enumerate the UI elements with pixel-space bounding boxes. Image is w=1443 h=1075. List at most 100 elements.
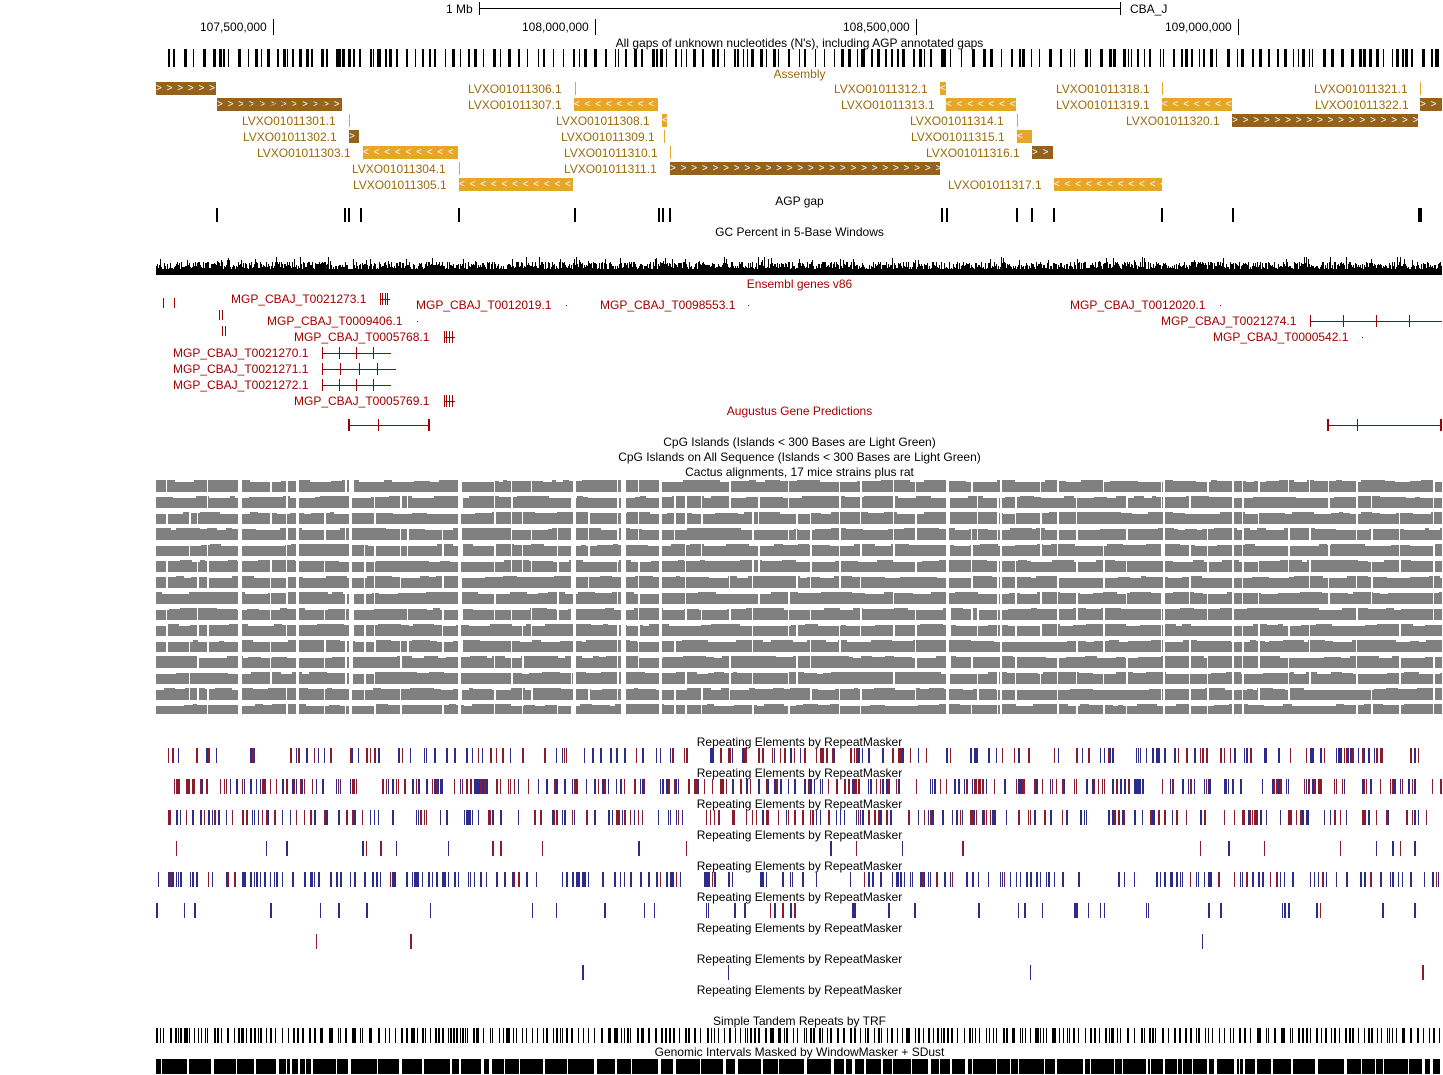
cactus-block (1053, 642, 1067, 652)
cactus-gap (729, 576, 730, 588)
gene-label[interactable]: MGP_CBAJ_T0021273.1 (231, 292, 367, 306)
contig-block[interactable]: < < < < < < < < < < < < < < (459, 178, 573, 191)
contig-label[interactable]: LVXO01011300.1 (242, 98, 336, 112)
contig-label[interactable]: LVXO01011308.1 (556, 114, 650, 128)
track-title-repeatmasker[interactable]: Repeating Elements by RepeatMasker (696, 797, 903, 811)
contig-label[interactable]: LVXO01011315.1 (911, 130, 1005, 144)
track-title-cpg-all[interactable]: CpG Islands on All Sequence (Islands < 3… (618, 450, 981, 464)
contig-label[interactable]: LVXO01011309.1 (561, 130, 655, 144)
cactus-block (729, 481, 749, 492)
gene-label[interactable]: MGP_CBAJ_T0098553.1 (600, 298, 736, 312)
track-title-repeatmasker[interactable]: Repeating Elements by RepeatMasker (696, 766, 903, 780)
track-title-gap[interactable]: All gaps of unknown nucleotides (N's), i… (615, 36, 984, 50)
contig-label[interactable]: LVXO01011322.1 (1315, 98, 1409, 112)
contig-label[interactable]: LVXO01011305.1 (353, 178, 447, 192)
track-title-trf[interactable]: Simple Tandem Repeats by TRF (713, 1014, 886, 1028)
gene-model[interactable] (163, 298, 175, 308)
track-title-repeatmasker[interactable]: Repeating Elements by RepeatMasker (696, 921, 903, 935)
track-title-agp-gap[interactable]: AGP gap (775, 194, 824, 208)
contig-label[interactable]: LVXO01011302.1 (243, 130, 337, 144)
track-title-ensembl[interactable]: Ensembl genes v86 (746, 277, 853, 291)
repeat-element (976, 810, 977, 825)
contig-block[interactable] (349, 114, 350, 127)
track-title-gc-percent[interactable]: GC Percent in 5-Base Windows (715, 225, 884, 239)
gene-label[interactable]: MGP_CBAJ_T0009406.1 (267, 314, 403, 328)
contig-label[interactable]: LVXO01011314.1 (910, 114, 1004, 128)
contig-block[interactable]: > > > > > > > > > > > > > > > > > > > > … (1232, 114, 1418, 127)
track-title-repeatmasker[interactable]: Repeating Elements by RepeatMasker (696, 952, 903, 966)
contig-block[interactable] (1017, 114, 1018, 127)
contig-block[interactable]: < < < < < < < < (1162, 98, 1232, 111)
contig-block[interactable] (1420, 82, 1421, 95)
contig-block[interactable]: < (1017, 130, 1032, 143)
masked-interval (484, 1059, 489, 1074)
gene-label[interactable]: MGP_CBAJ_T0021271.1 (173, 362, 309, 376)
contig-label[interactable]: LVXO01011321.1 (1314, 82, 1408, 96)
contig-block[interactable]: < (662, 114, 667, 127)
gene-model[interactable] (222, 326, 226, 336)
contig-block[interactable]: > > (1420, 98, 1442, 111)
track-title-augustus[interactable]: Augustus Gene Predictions (726, 404, 873, 418)
track-title-repeatmasker[interactable]: Repeating Elements by RepeatMasker (696, 983, 903, 997)
track-title-cactus[interactable]: Cactus alignments, 17 mice strains plus … (685, 465, 914, 479)
contig-label[interactable]: LVXO01011320.1 (1126, 114, 1220, 128)
contig-label[interactable]: LVXO01011318.1 (1056, 82, 1150, 96)
track-title-repeatmasker[interactable]: Repeating Elements by RepeatMasker (696, 828, 903, 842)
contig-block[interactable] (670, 146, 671, 159)
gene-label[interactable]: MGP_CBAJ_T0005768.1 (294, 330, 430, 344)
cactus-gap (1040, 624, 1042, 636)
track-title-repeatmasker[interactable]: Repeating Elements by RepeatMasker (696, 735, 903, 749)
track-title-windowmasker[interactable]: Genomic Intervals Masked by WindowMasker… (654, 1045, 945, 1059)
contig-label[interactable]: LVXO01011311.1 (564, 162, 657, 176)
gene-label[interactable]: MGP_CBAJ_T0012020.1 (1070, 298, 1206, 312)
gene-label[interactable]: MGP_CBAJ_T0021272.1 (173, 378, 309, 392)
contig-block[interactable]: > > > > > > > > > > > > > > > > > > > > … (670, 162, 940, 175)
contig-block[interactable]: < (940, 82, 946, 95)
contig-label[interactable]: LVXO01011307.1 (468, 98, 562, 112)
contig-label[interactable]: LVXO01011301.1 (242, 114, 336, 128)
contig-block[interactable] (459, 162, 460, 175)
gene-model[interactable] (1220, 305, 1221, 306)
contig-label[interactable]: LVXO01011319.1 (1056, 98, 1150, 112)
gene-model[interactable] (417, 321, 418, 322)
gene-model[interactable] (566, 305, 567, 306)
cactus-gap (400, 528, 401, 540)
contig-label[interactable]: LVXO01011317.1 (948, 178, 1042, 192)
contig-label[interactable]: LVXO01011312.1 (834, 82, 928, 96)
gene-model[interactable] (219, 310, 223, 320)
contig-label[interactable]: LVXO01011306.1 (468, 82, 562, 96)
contig-block[interactable]: > > > > > > > > > > > > > > > (217, 98, 342, 111)
contig-block[interactable]: > (349, 130, 359, 143)
contig-label[interactable]: LVXO01011310.1 (564, 146, 658, 160)
track-title-repeatmasker[interactable]: Repeating Elements by RepeatMasker (696, 890, 903, 904)
track-title-assembly[interactable]: Assembly (773, 67, 826, 81)
contig-block[interactable]: < < < < < < < < < < (574, 98, 658, 111)
contig-block[interactable]: < < < < < < < < (946, 98, 1016, 111)
contig-block[interactable]: < < < < < < < < < < < < < (1054, 178, 1162, 191)
gc-percent-bar (739, 262, 740, 275)
gene-model[interactable] (748, 305, 749, 306)
gene-label[interactable]: MGP_CBAJ_T0021274.1 (1161, 314, 1297, 328)
gene-model[interactable] (1362, 337, 1363, 338)
contig-block[interactable] (664, 130, 665, 143)
contig-block[interactable]: > > > > > > > (156, 82, 216, 95)
gene-label[interactable]: MGP_CBAJ_T0012019.1 (416, 298, 552, 312)
contig-block[interactable]: < < < < < < < < < < < (363, 146, 458, 159)
contig-label[interactable]: LVXO01011313.1 (841, 98, 935, 112)
contig-block[interactable]: > > (1032, 146, 1053, 159)
gene-label[interactable]: MGP_CBAJ_T0000542.1 (1213, 330, 1349, 344)
contig-label[interactable]: LVXO01011304.1 (352, 162, 446, 176)
contig-label[interactable]: LVXO01011316.1 (926, 146, 1020, 160)
cactus-block (738, 514, 744, 524)
contig-block[interactable] (575, 82, 576, 95)
gene-label[interactable]: MGP_CBAJ_T0005769.1 (294, 394, 430, 408)
contig-block[interactable] (1162, 82, 1163, 95)
cactus-block (1029, 690, 1039, 700)
gene-label[interactable]: MGP_CBAJ_T0021270.1 (173, 346, 309, 360)
track-title-cpg[interactable]: CpG Islands (Islands < 300 Bases are Lig… (663, 435, 936, 449)
gc-percent-bar (176, 264, 177, 275)
track-title-repeatmasker[interactable]: Repeating Elements by RepeatMasker (696, 859, 903, 873)
contig-label[interactable]: LVXO01011303.1 (257, 146, 351, 160)
